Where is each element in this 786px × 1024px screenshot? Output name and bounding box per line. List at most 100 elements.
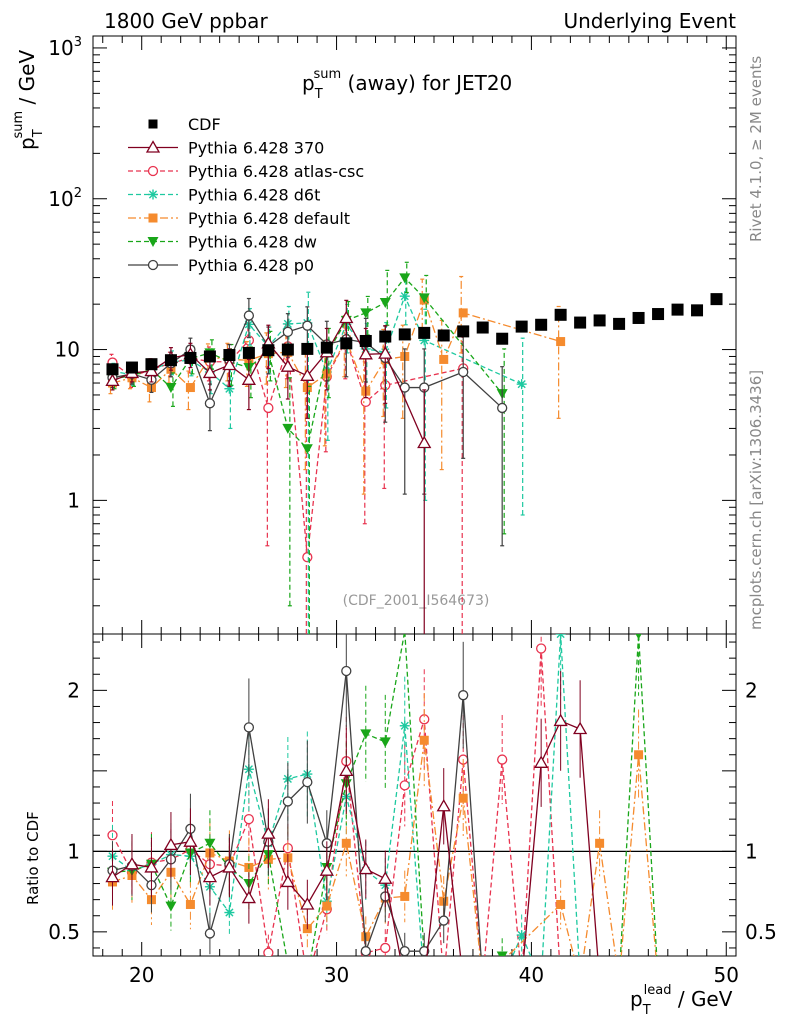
data-point-atlas xyxy=(263,402,274,414)
data-point-p0 xyxy=(302,320,313,331)
legend-label-atlas: Pythia 6.428 atlas-csc xyxy=(188,162,364,181)
data-point-CDF xyxy=(164,354,177,367)
ratio-point-p0 xyxy=(458,690,469,701)
legend-marker-d6t xyxy=(148,189,158,200)
legend-item-CDF: CDF xyxy=(148,115,221,134)
data-point-CDF xyxy=(652,308,665,321)
ratio-y-tick-label-right: 1 xyxy=(745,839,758,863)
data-point-CDF xyxy=(691,304,704,317)
ratio-point-atlas xyxy=(497,754,508,765)
svg-text:pTsum / GeV: pTsum / GeV xyxy=(11,50,46,150)
data-point-p370 xyxy=(280,359,295,372)
ratio-point-atlas xyxy=(399,780,410,791)
ratio-point-default xyxy=(458,793,468,803)
ratio-series-p370 xyxy=(105,671,599,956)
ratio-point-p0 xyxy=(282,796,293,807)
series-default xyxy=(107,275,566,495)
ratio-y-tick-label-right: 2 xyxy=(745,678,758,702)
data-point-dw xyxy=(282,423,294,434)
data-point-CDF xyxy=(320,341,333,354)
legend-marker-p0 xyxy=(147,259,159,271)
ratio-y-axis-label: Ratio to CDF xyxy=(24,811,42,905)
ratio-y-tick-label: 1 xyxy=(67,839,80,863)
header-left: 1800 GeV ppbar xyxy=(104,9,268,33)
series-line-p370 xyxy=(112,316,425,444)
data-point-CDF xyxy=(535,318,548,331)
data-point-CDF xyxy=(203,350,216,363)
legend-item-p370: Pythia 6.428 370 xyxy=(128,139,324,158)
ratio-point-p0 xyxy=(438,915,449,926)
legend-label-p370: Pythia 6.428 370 xyxy=(188,139,324,158)
ratio-point-p370 xyxy=(124,856,140,870)
data-point-CDF xyxy=(125,361,138,374)
legend-marker-default xyxy=(148,213,158,223)
ratio-point-p370 xyxy=(280,874,295,888)
ratio-point-p370 xyxy=(222,860,237,873)
data-point-atlas xyxy=(302,552,313,563)
ratio-point-default xyxy=(400,891,410,901)
legend-label-CDF: CDF xyxy=(188,115,221,134)
ratio-point-p370 xyxy=(358,861,373,875)
side-label-mcplots: mcplots.cern.ch [arXiv:1306.3436] xyxy=(747,370,765,630)
data-point-CDF xyxy=(340,337,353,350)
ratio-point-d6t xyxy=(516,930,527,941)
ratio-point-p370 xyxy=(339,763,354,776)
data-point-p370 xyxy=(144,363,159,377)
y-tick-label: 102 xyxy=(48,186,82,211)
data-point-CDF xyxy=(476,321,489,334)
ratio-line-default xyxy=(112,740,657,956)
legend-item-d6t: Pythia 6.428 d6t xyxy=(128,186,320,205)
ratio-point-atlas xyxy=(536,643,547,654)
data-point-dw xyxy=(165,383,177,394)
data-point-default xyxy=(458,308,468,318)
ratio-line-atlas xyxy=(111,648,560,956)
ratio-point-p370 xyxy=(319,863,334,876)
y-axis-label: pTsum / GeV xyxy=(11,50,46,150)
data-point-CDF xyxy=(632,311,645,324)
legend-marker-CDF xyxy=(148,119,158,129)
data-point-p370 xyxy=(300,368,315,381)
data-point-dw xyxy=(360,308,372,319)
ratio-point-p0 xyxy=(204,928,216,939)
data-point-p370 xyxy=(417,435,432,449)
data-point-CDF xyxy=(613,317,626,330)
series-line-atlas xyxy=(112,338,464,558)
data-point-CDF xyxy=(242,346,255,359)
ratio-point-p370 xyxy=(534,755,549,768)
data-point-CDF xyxy=(398,328,411,341)
ratio-point-default xyxy=(556,899,566,909)
ratio-point-p370 xyxy=(105,869,120,883)
x-tick-label: 20 xyxy=(129,963,154,987)
data-point-p370 xyxy=(105,373,120,387)
data-point-CDF xyxy=(145,358,158,371)
ratio-point-default xyxy=(322,901,332,911)
ratio-point-atlas xyxy=(380,942,391,954)
ratio-point-p370 xyxy=(241,890,256,904)
data-point-p370 xyxy=(202,365,218,379)
data-point-CDF xyxy=(106,363,119,376)
legend-item-atlas: Pythia 6.428 atlas-csc xyxy=(128,162,364,181)
ratio-point-p0 xyxy=(419,946,430,956)
plot-title: pTsum (away) for JET20 xyxy=(302,67,512,102)
data-point-p0 xyxy=(243,310,255,321)
data-point-p0 xyxy=(497,402,508,414)
series-line-default xyxy=(112,298,561,393)
data-point-CDF xyxy=(671,303,684,316)
x-axis-label: pTlead / GeV xyxy=(630,983,733,1018)
legend-marker-dw xyxy=(147,237,159,247)
svg-text:mcplots.cern.ch [arXiv:1306.34: mcplots.cern.ch [arXiv:1306.3436] xyxy=(747,370,765,630)
legend-label-default: Pythia 6.428 default xyxy=(188,209,350,228)
legend-item-dw: Pythia 6.428 dw xyxy=(128,233,317,252)
ratio-point-p370 xyxy=(183,834,198,847)
data-point-default xyxy=(439,354,449,364)
x-tick-label: 50 xyxy=(714,963,739,987)
legend-marker-p370 xyxy=(145,140,161,153)
ratio-y-tick-label: 2 xyxy=(67,678,80,702)
legend-label-dw: Pythia 6.428 dw xyxy=(188,233,317,252)
ratio-point-dw xyxy=(360,729,372,740)
ratio-point-default xyxy=(341,838,351,848)
svg-text:Ratio to CDF: Ratio to CDF xyxy=(24,811,42,905)
data-point-dw xyxy=(301,444,313,455)
data-point-dw xyxy=(379,298,391,309)
